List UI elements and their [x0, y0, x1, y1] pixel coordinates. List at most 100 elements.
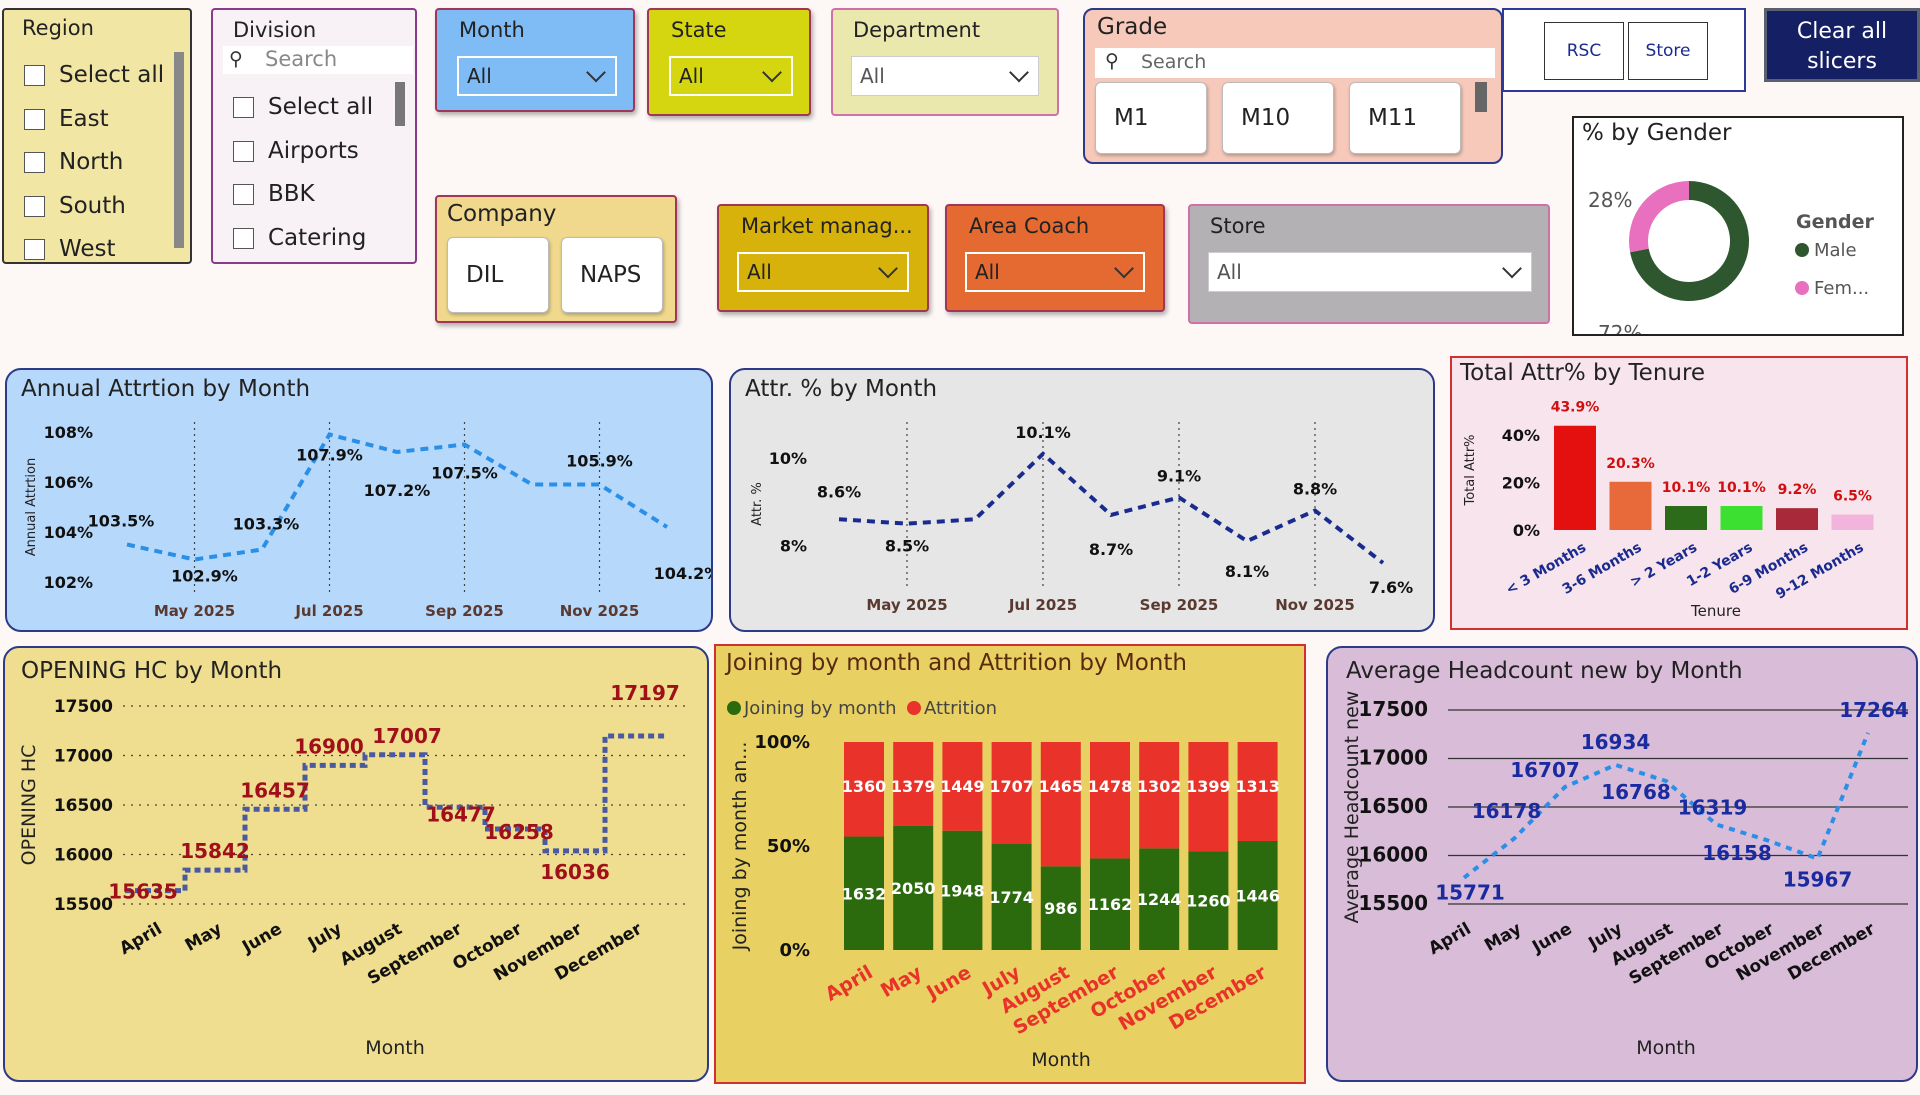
gender-donut-svg: 28% 72% Gender Male Fem... [1588, 181, 1874, 334]
company-tile-dil[interactable]: DIL [447, 237, 549, 313]
division-option-bbk[interactable]: BBK [233, 181, 315, 207]
data-label: 16036 [540, 860, 610, 884]
region-option-south[interactable]: South [24, 193, 126, 219]
data-label: 17197 [610, 681, 680, 705]
month-dropdown[interactable]: All [457, 56, 617, 96]
region-option-east[interactable]: East [24, 106, 109, 132]
region-option-select-all[interactable]: Select all [24, 62, 164, 88]
bar [1831, 514, 1874, 530]
checkbox[interactable] [24, 151, 45, 173]
gender-chart-title: % by Gender [1582, 120, 1732, 146]
department-dropdown[interactable]: All [851, 56, 1039, 96]
nav-button-group: RSC Store [1502, 8, 1746, 92]
clear-all-slicers-button[interactable]: Clear all slicers [1764, 8, 1920, 82]
grade-tile-m1[interactable]: M1 [1095, 82, 1207, 154]
market-manager-dropdown[interactable]: All [737, 252, 909, 292]
y-tick-label: 50% [767, 836, 810, 857]
y-tick-label: 17500 [1358, 697, 1428, 721]
avg-headcount-title: Average Headcount new by Month [1346, 658, 1743, 684]
data-label: 1302 [1137, 777, 1182, 796]
region-option-west[interactable]: West [24, 236, 116, 262]
data-label: 1774 [989, 888, 1034, 907]
data-label: 16477 [426, 802, 496, 826]
data-label: 16934 [1581, 730, 1651, 754]
x-tick-label: April [822, 961, 877, 1005]
grade-search-box[interactable]: ⚲ Search [1095, 48, 1495, 78]
x-axis-title: Month [1031, 1049, 1091, 1071]
y-tick-label: 102% [44, 573, 93, 592]
y-tick-label: 20% [1502, 474, 1540, 493]
bar-attrition [1188, 742, 1229, 852]
y-tick-label: 15500 [1358, 891, 1428, 915]
data-label: 102.9% [171, 567, 238, 586]
x-tick-label: May 2025 [154, 602, 235, 620]
checkbox[interactable] [233, 183, 254, 205]
x-tick-label: June [238, 919, 285, 958]
division-search-box[interactable]: ⚲ Search [223, 46, 413, 74]
dropdown-value: All [679, 64, 704, 88]
grade-tile-m10[interactable]: M10 [1222, 82, 1334, 154]
checkbox[interactable] [233, 96, 254, 118]
state-slicer-title: State [671, 18, 727, 42]
chevron-down-icon [878, 258, 898, 279]
data-label: 16707 [1510, 758, 1580, 782]
y-axis-title: OPENING HC [18, 745, 40, 866]
option-label: Select all [268, 94, 374, 120]
checkbox[interactable] [24, 108, 45, 130]
data-label: 1446 [1235, 886, 1280, 905]
series-line [125, 733, 665, 894]
region-option-north[interactable]: North [24, 149, 123, 175]
company-tile-naps[interactable]: NAPS [561, 237, 663, 313]
store-button[interactable]: Store [1628, 22, 1708, 80]
store-dropdown[interactable]: All [1208, 252, 1532, 292]
grade-scrollbar[interactable] [1475, 82, 1487, 112]
data-label: 10.1% [1662, 480, 1711, 496]
data-label: 1465 [1039, 777, 1084, 796]
area-coach-dropdown[interactable]: All [965, 252, 1145, 292]
option-label: Airports [268, 138, 359, 164]
y-tick-label: 16000 [1358, 843, 1428, 867]
tile-label: DIL [466, 262, 504, 288]
search-icon: ⚲ [1105, 50, 1119, 72]
checkbox[interactable] [24, 238, 45, 260]
x-tick-label: May [182, 919, 226, 956]
y-tick-label: 16500 [1358, 794, 1428, 818]
division-option-catering[interactable]: Catering [233, 225, 366, 251]
button-label: RSC [1566, 41, 1602, 61]
x-tick-label: Sep 2025 [425, 602, 504, 620]
x-tick-label: May [1481, 919, 1525, 956]
data-label: 10.1% [1015, 423, 1071, 442]
data-label: 103.3% [233, 515, 300, 534]
checkbox[interactable] [233, 227, 254, 249]
bar-joining [1139, 848, 1180, 950]
y-tick-label: 106% [44, 473, 93, 492]
division-option-airports[interactable]: Airports [233, 138, 359, 164]
checkbox[interactable] [233, 140, 254, 162]
x-tick-label: Jul 2025 [294, 602, 363, 620]
division-option-select-all[interactable]: Select all [233, 94, 373, 120]
data-label: 1478 [1088, 777, 1133, 796]
x-tick-label: Nov 2025 [560, 602, 640, 620]
search-icon: ⚲ [229, 48, 243, 70]
bar-joining [1237, 840, 1278, 950]
series-line [1462, 732, 1870, 880]
checkbox[interactable] [24, 195, 45, 217]
grade-slicer: Grade ⚲ Search M1 M10 M11 [1083, 8, 1503, 164]
search-placeholder: Search [265, 47, 338, 71]
bar-joining [1090, 858, 1130, 950]
data-label: 16258 [484, 820, 554, 844]
grade-tile-m11[interactable]: M11 [1349, 82, 1461, 154]
legend-marker [907, 701, 921, 715]
division-scrollbar[interactable] [395, 82, 405, 126]
bar-joining [1188, 851, 1229, 950]
data-label: 1313 [1235, 777, 1280, 796]
rsc-button[interactable]: RSC [1544, 22, 1624, 80]
checkbox[interactable] [24, 64, 45, 86]
data-label: 15842 [180, 839, 250, 863]
state-dropdown[interactable]: All [669, 56, 793, 96]
data-label: 15771 [1435, 881, 1505, 905]
region-scrollbar[interactable] [174, 52, 184, 248]
data-label: 1162 [1088, 895, 1133, 914]
option-label: East [59, 106, 109, 132]
